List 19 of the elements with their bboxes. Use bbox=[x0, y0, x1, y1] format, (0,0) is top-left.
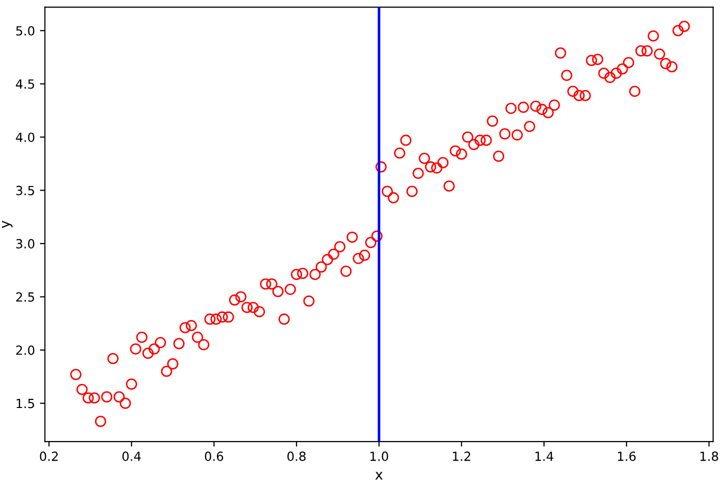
y-tick-label: 1.5 bbox=[16, 398, 34, 408]
y-tick-label: 3.5 bbox=[16, 186, 34, 196]
x-tick-label: 0.6 bbox=[204, 452, 224, 461]
x-tick-label: 0.2 bbox=[40, 452, 58, 461]
x-tick-label: 0.8 bbox=[287, 452, 306, 461]
y-tick-label: 3.0 bbox=[16, 239, 34, 248]
y-tick-label: 4.5 bbox=[16, 79, 34, 89]
y-tick-label: 2.5 bbox=[16, 292, 34, 302]
x-axis-title: x bbox=[375, 472, 383, 480]
x-tick-label: 1.0 bbox=[370, 452, 388, 461]
y-tick-label: 4.0 bbox=[16, 132, 34, 142]
x-tick-label: 1.8 bbox=[700, 452, 718, 461]
x-tick-label: 1.2 bbox=[452, 452, 470, 461]
x-tick-label: 1.4 bbox=[535, 452, 554, 461]
x-tick-label: 1.6 bbox=[618, 452, 636, 461]
y-tick-label: 2.0 bbox=[16, 346, 34, 355]
x-tick-label: 0.4 bbox=[122, 452, 141, 461]
y-axis-title: y bbox=[2, 220, 13, 228]
y-tick-label: 5.0 bbox=[16, 26, 34, 36]
